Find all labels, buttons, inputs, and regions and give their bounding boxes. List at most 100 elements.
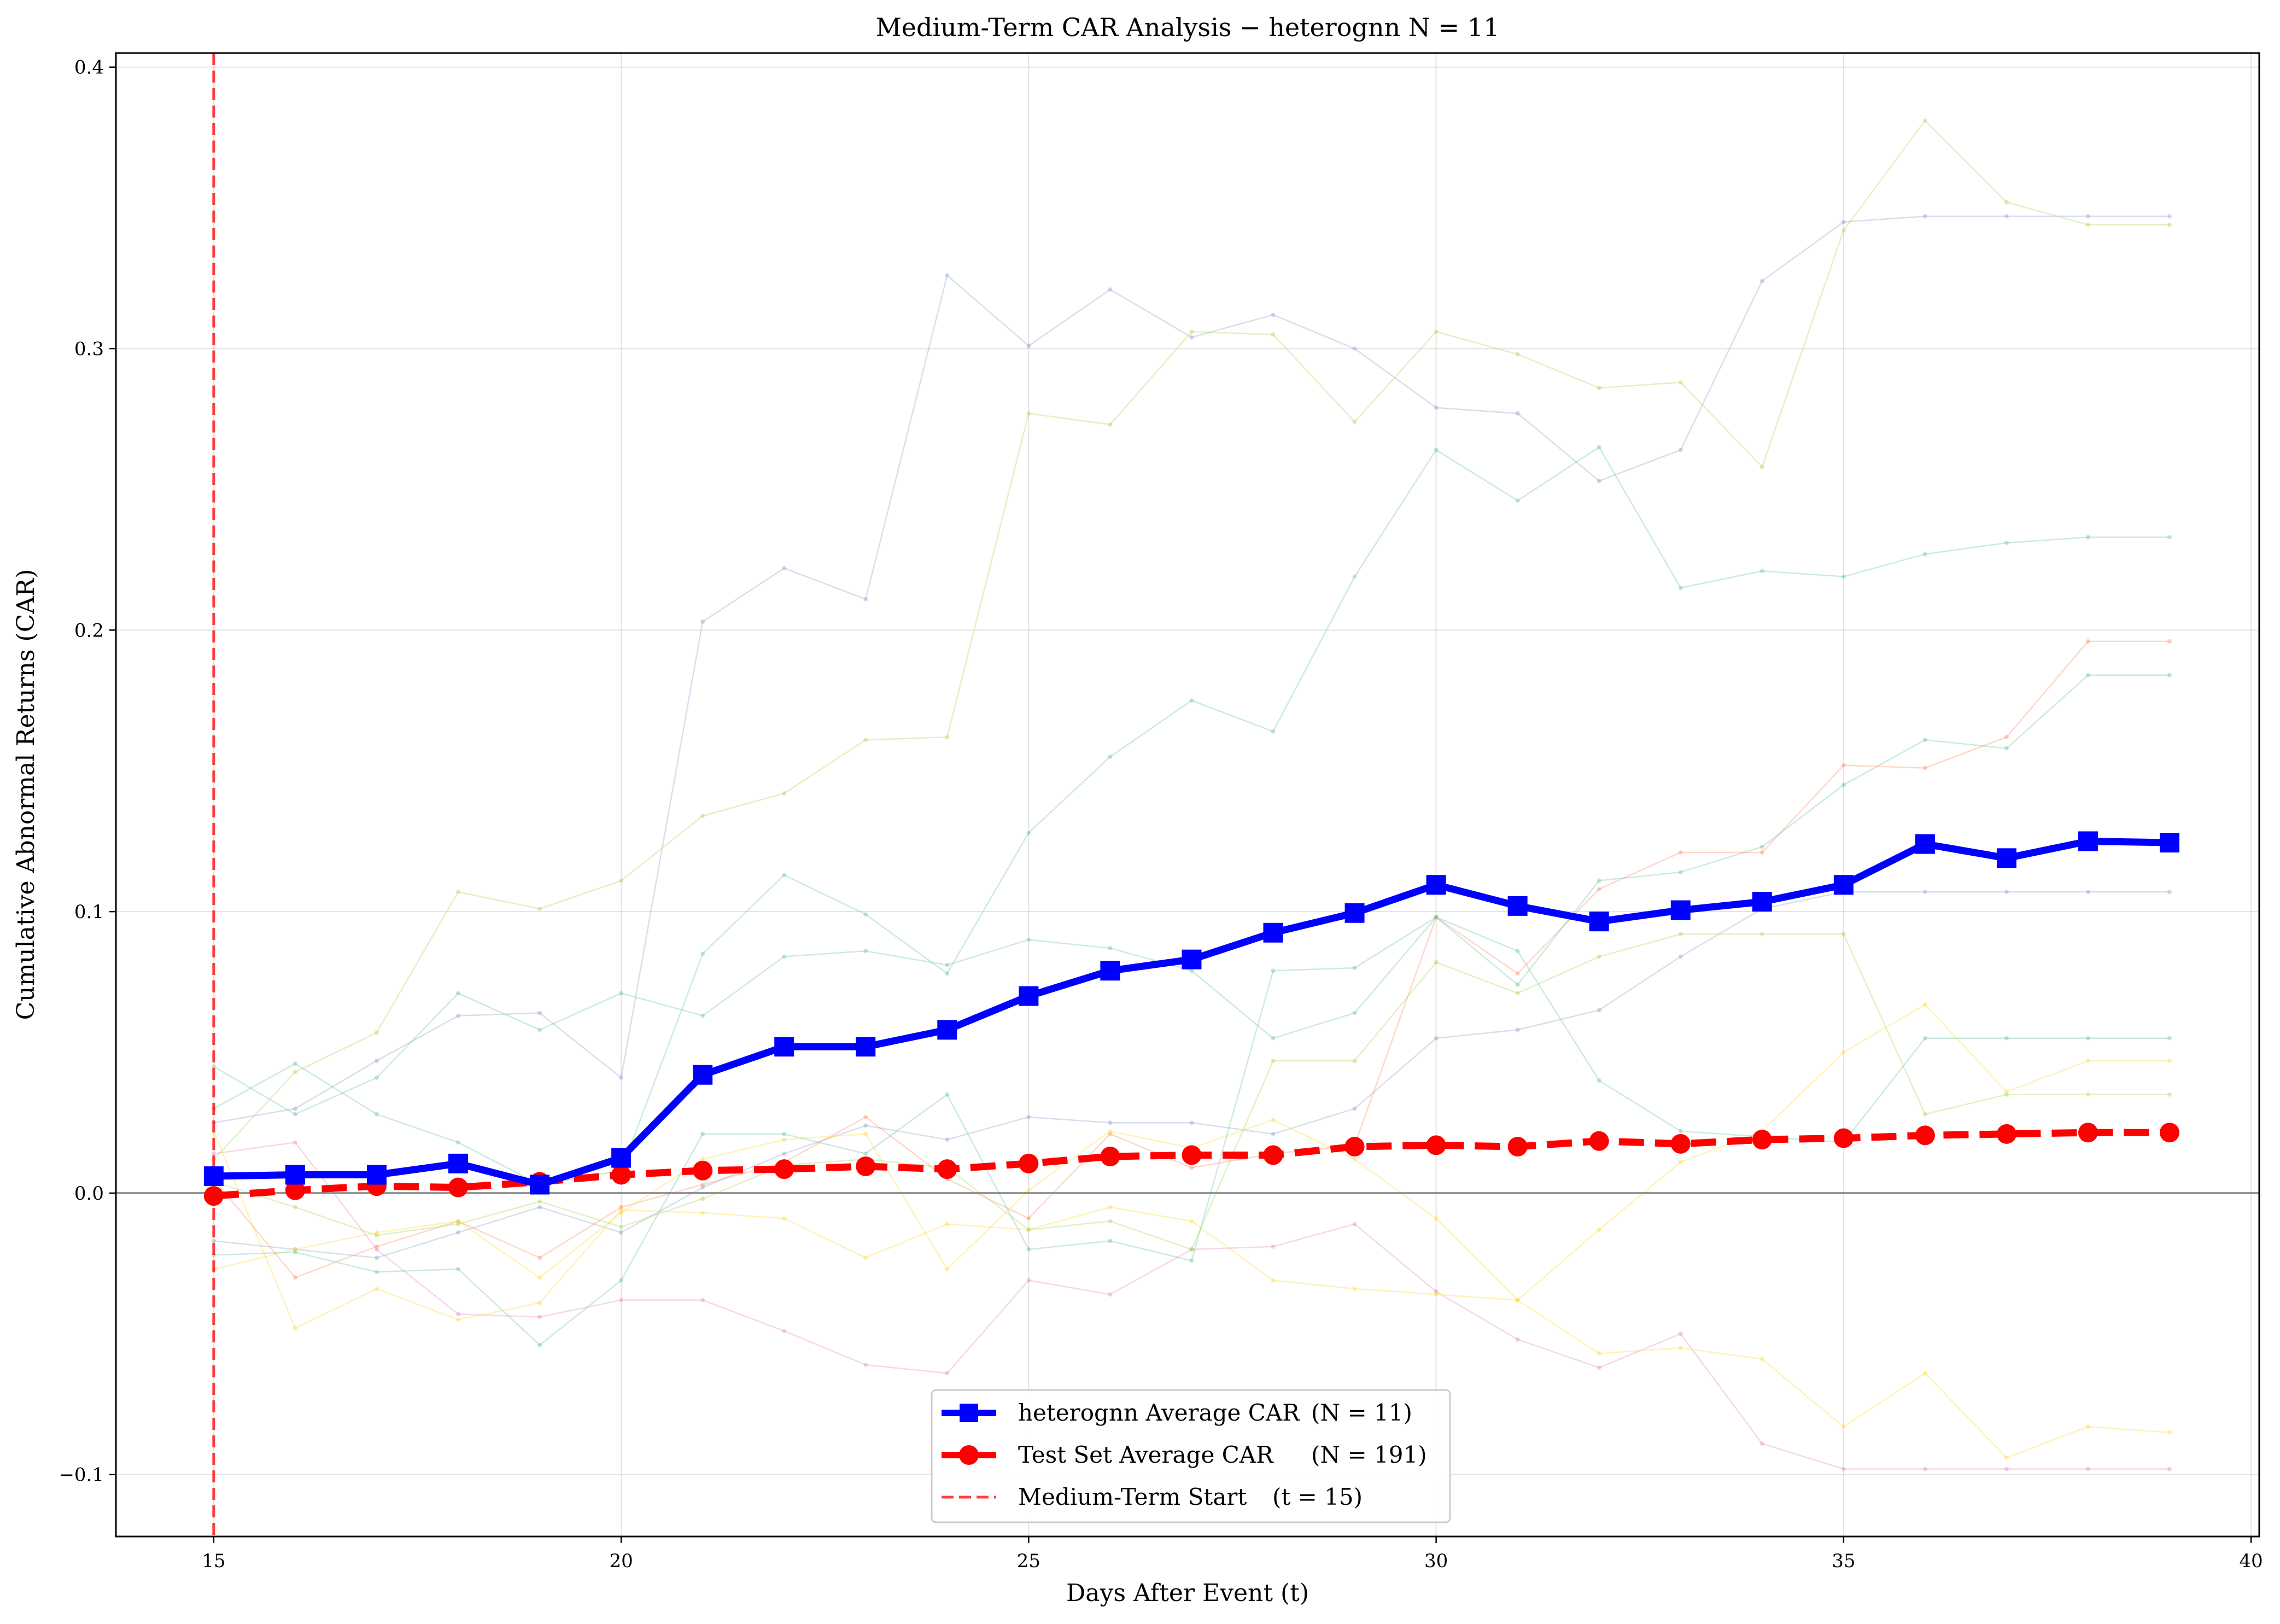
individual-car-point xyxy=(2085,214,2090,219)
heterognn-car-point xyxy=(1019,986,1039,1006)
individual-car-point xyxy=(1841,1424,1846,1429)
individual-car-point xyxy=(1678,447,1683,452)
individual-car-point xyxy=(619,1230,624,1235)
individual-car-point xyxy=(537,1205,542,1210)
heterognn-car-point xyxy=(1996,848,2016,868)
individual-car-point xyxy=(374,1286,379,1291)
individual-car-point xyxy=(945,1266,950,1271)
individual-car-point xyxy=(619,1298,624,1302)
individual-car-point xyxy=(1189,1219,1194,1224)
individual-car-line xyxy=(213,674,2170,1346)
individual-car-point xyxy=(1922,890,1927,895)
individual-car-point xyxy=(1434,915,1439,920)
heterognn-car-point xyxy=(1344,903,1365,923)
individual-car-point xyxy=(2004,890,2009,895)
individual-car-point xyxy=(1271,968,1276,973)
individual-car-point xyxy=(1189,329,1194,334)
individual-car-point xyxy=(1271,332,1276,337)
individual-car-point xyxy=(2167,1036,2172,1041)
individual-car-point xyxy=(1678,954,1683,959)
legend-swatch-square-marker xyxy=(960,1404,978,1422)
individual-car-point xyxy=(1026,1188,1031,1193)
test-set-car-point xyxy=(1833,1128,1854,1148)
individual-car-point xyxy=(2085,1036,2090,1041)
individual-car-line xyxy=(213,215,2170,1124)
individual-car-point xyxy=(293,1247,297,1252)
individual-car-point xyxy=(1597,385,1601,390)
individual-car-point xyxy=(2004,1092,2009,1097)
individual-car-point xyxy=(1108,755,1113,760)
individual-car-point xyxy=(2085,1467,2090,1471)
individual-car-point xyxy=(1922,1371,1927,1376)
individual-car-point xyxy=(1841,1467,1846,1471)
individual-car-point xyxy=(1026,343,1031,348)
individual-car-point xyxy=(1515,1027,1520,1032)
individual-car-point xyxy=(1026,1247,1031,1252)
individual-car-point xyxy=(1434,329,1439,334)
individual-car-point xyxy=(1678,586,1683,591)
legend-item-heterognn: heterognn Average CAR (N = 11) xyxy=(942,1399,1412,1426)
individual-car-point xyxy=(537,1315,542,1319)
individual-car-point xyxy=(700,1210,705,1215)
individual-car-point xyxy=(1759,1441,1764,1446)
individual-car-point xyxy=(2085,535,2090,540)
individual-car-line xyxy=(213,1131,2170,1459)
test-set-car-point xyxy=(1996,1124,2016,1144)
individual-car-point xyxy=(374,1244,379,1249)
individual-car-point xyxy=(537,1275,542,1280)
individual-car-point xyxy=(1515,991,1520,996)
individual-car-point xyxy=(782,1131,787,1136)
individual-car-point xyxy=(1352,1058,1357,1063)
individual-car-point xyxy=(1515,949,1520,954)
individual-car-point xyxy=(456,1230,461,1235)
individual-car-point xyxy=(2004,200,2009,205)
individual-car-line xyxy=(213,1141,2170,1470)
individual-car-point xyxy=(619,1210,624,1215)
heterognn-car-point xyxy=(1833,875,1854,895)
individual-car-point xyxy=(1108,1239,1113,1243)
test-set-car-point xyxy=(1100,1147,1120,1167)
individual-car-point xyxy=(782,566,787,571)
test-set-car-point xyxy=(2160,1123,2180,1143)
individual-car-point xyxy=(2085,639,2090,644)
individual-car-point xyxy=(1597,445,1601,449)
legend-label: heterognn Average CAR xyxy=(1018,1399,1300,1426)
individual-car-point xyxy=(619,1207,624,1212)
individual-car-point xyxy=(945,1137,950,1142)
test-set-car-point xyxy=(1670,1134,1691,1154)
individual-car-point xyxy=(2085,890,2090,895)
individual-car-point xyxy=(1597,878,1601,883)
individual-car-point xyxy=(1108,1129,1113,1134)
individual-car-point xyxy=(1759,569,1764,574)
individual-car-point xyxy=(374,1270,379,1275)
y-tick-label: 0.3 xyxy=(74,338,104,360)
individual-car-point xyxy=(1922,214,1927,219)
individual-car-point xyxy=(1841,932,1846,937)
test-set-car-point xyxy=(1752,1130,1772,1150)
individual-car-point xyxy=(1597,1365,1601,1370)
test-set-car-point xyxy=(937,1159,957,1179)
individual-car-point xyxy=(1759,1357,1764,1362)
individual-car-point xyxy=(1841,763,1846,768)
individual-car-point xyxy=(1352,419,1357,424)
heterognn-car-point xyxy=(774,1037,794,1057)
test-set-car-point xyxy=(203,1186,224,1206)
individual-car-point xyxy=(1434,1216,1439,1221)
individual-car-point xyxy=(700,814,705,819)
heterognn-car-point xyxy=(530,1175,550,1195)
individual-car-point xyxy=(2167,1092,2172,1097)
legend-count: (N = 191) xyxy=(1311,1441,1427,1468)
individual-car-point xyxy=(782,1216,787,1221)
x-tick-label: 30 xyxy=(1424,1550,1448,1572)
individual-car-point xyxy=(2167,223,2172,227)
individual-car-point xyxy=(1434,1036,1439,1041)
individual-car-point xyxy=(1189,1247,1194,1252)
individual-car-point xyxy=(1352,1286,1357,1291)
test-set-car-point xyxy=(1507,1137,1528,1157)
individual-car-point xyxy=(1759,464,1764,469)
y-axis-ticks: −0.1 0.0 0.1 0.2 0.3 0.4 xyxy=(59,57,116,1486)
individual-car-point xyxy=(700,619,705,624)
x-tick-label: 40 xyxy=(2239,1550,2263,1572)
legend-label: Test Set Average CAR xyxy=(1018,1441,1274,1468)
individual-car-point xyxy=(1189,698,1194,703)
